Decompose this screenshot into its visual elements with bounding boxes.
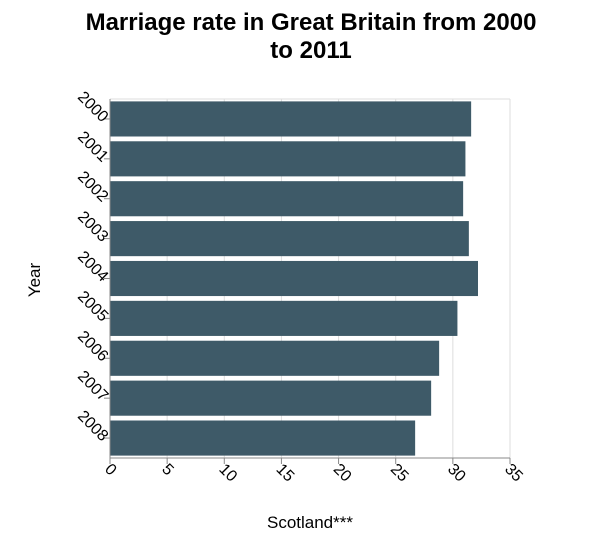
bars bbox=[110, 101, 478, 456]
bar-2000 bbox=[110, 101, 472, 137]
bar-2002 bbox=[110, 181, 464, 217]
bar-2005 bbox=[110, 300, 458, 336]
bar-2007 bbox=[110, 380, 432, 416]
x-tick-label: 30 bbox=[444, 461, 469, 486]
x-tick-label: 5 bbox=[158, 461, 176, 479]
x-tick-label: 25 bbox=[387, 461, 412, 486]
y-tick-label: 2000 bbox=[74, 89, 111, 126]
y-tick-label: 2008 bbox=[74, 408, 111, 445]
y-tick-label: 2001 bbox=[74, 128, 111, 165]
axes bbox=[104, 99, 511, 464]
x-tick-label: 15 bbox=[273, 461, 298, 486]
x-tick-label: 35 bbox=[501, 461, 526, 486]
x-tick-label: 20 bbox=[330, 461, 355, 486]
bar-2004 bbox=[110, 260, 478, 297]
x-axis-title: Scotland*** bbox=[267, 513, 353, 532]
x-tick-label: 10 bbox=[215, 461, 240, 486]
y-tick-label: 2005 bbox=[74, 288, 111, 325]
chart-title-line-2: to 2011 bbox=[270, 37, 351, 64]
x-tick-label: 0 bbox=[101, 461, 119, 479]
bar-2006 bbox=[110, 340, 440, 376]
bar-2003 bbox=[110, 221, 469, 257]
y-tick-label: 2002 bbox=[74, 168, 111, 205]
y-tick-label: 2003 bbox=[74, 208, 111, 245]
y-tick-label: 2004 bbox=[74, 248, 111, 285]
bar-2008 bbox=[110, 420, 416, 456]
chart-title-line-1: Marriage rate in Great Britain from 2000 bbox=[86, 9, 537, 36]
bar-2001 bbox=[110, 141, 466, 177]
x-tick-labels: 0 5 10 15 20 25 30 35 bbox=[101, 461, 526, 486]
y-axis-title: Year bbox=[25, 262, 44, 297]
y-tick-label: 2006 bbox=[74, 328, 111, 365]
y-tick-label: 2007 bbox=[74, 368, 111, 405]
